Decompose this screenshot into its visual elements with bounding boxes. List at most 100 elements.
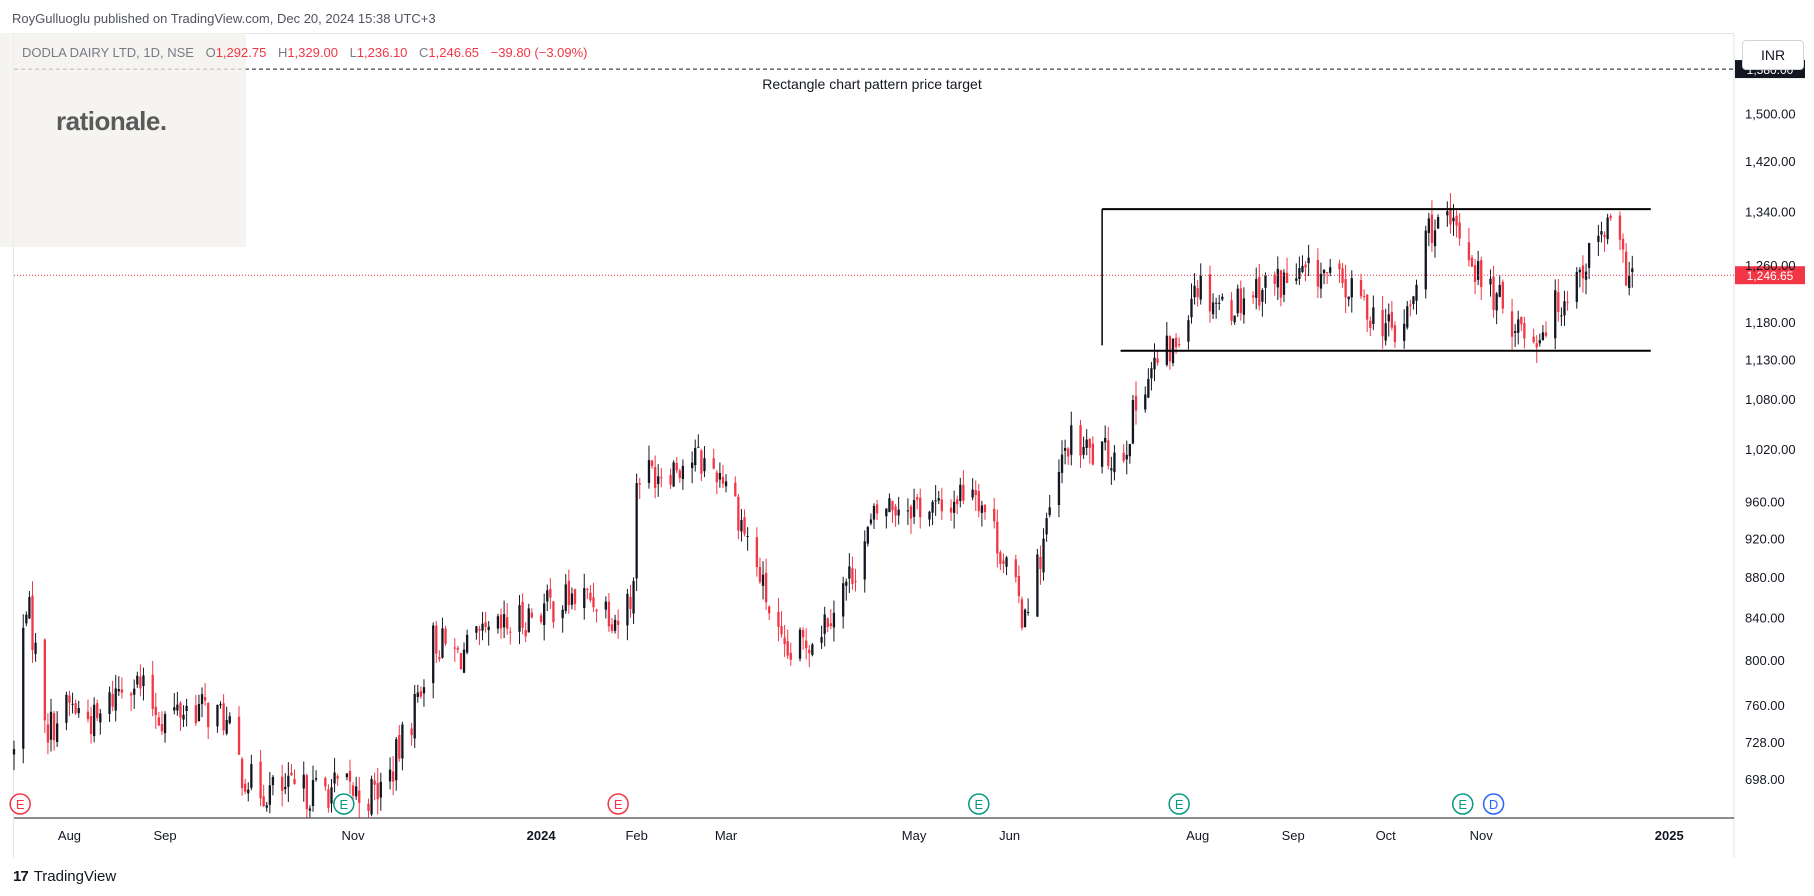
candle-body <box>1618 215 1622 240</box>
candle-body <box>915 497 919 500</box>
candle-body <box>632 581 635 614</box>
candle-body <box>1581 265 1585 279</box>
candle-body <box>1211 302 1215 315</box>
candle-body <box>1242 298 1246 315</box>
candle-body <box>416 692 419 697</box>
candle-body <box>413 693 416 739</box>
candle-body <box>635 483 638 579</box>
candle-body <box>1578 269 1582 273</box>
candle-body <box>826 618 829 628</box>
candle-body <box>1233 315 1236 323</box>
candle-body <box>1236 288 1239 314</box>
candle-body <box>453 647 456 649</box>
candle-body <box>194 705 198 724</box>
candle-body <box>604 601 607 610</box>
candle-body <box>419 691 423 697</box>
candle-body <box>1532 336 1535 343</box>
candle-body <box>142 675 145 687</box>
candle-body <box>1196 288 1199 298</box>
y-tick-label: 728.00 <box>1745 735 1785 750</box>
candle-body <box>89 716 93 734</box>
y-tick-label: 1,500.00 <box>1745 106 1796 121</box>
y-tick-label: 1,340.00 <box>1745 204 1796 219</box>
event-badge-icon <box>1451 793 1474 815</box>
candle-body <box>1258 277 1261 306</box>
candle-body <box>444 628 447 644</box>
candle-body <box>1060 454 1064 473</box>
x-tick-label: Sep <box>1282 828 1305 843</box>
candle-body <box>811 644 814 655</box>
candle-body <box>111 693 114 707</box>
candle-body <box>700 450 703 474</box>
candle-body <box>398 735 401 759</box>
candle-body <box>395 739 398 781</box>
candle-body <box>496 616 500 629</box>
y-tick-label: 760.00 <box>1745 698 1785 713</box>
candle-body <box>388 769 392 782</box>
candle-body <box>1285 272 1289 283</box>
candle-body <box>971 489 974 498</box>
candle-body <box>74 703 77 714</box>
candle-body <box>293 778 296 785</box>
chart-pane[interactable] <box>13 33 1734 858</box>
candle-body <box>1174 337 1178 348</box>
event-badge-label: E <box>339 797 348 812</box>
candle-body <box>980 505 984 513</box>
candle-body <box>151 674 154 709</box>
candle-body <box>391 771 395 782</box>
candle-body <box>962 484 965 501</box>
candle-body <box>31 595 34 651</box>
candle-body <box>305 775 308 810</box>
candle-body <box>484 622 487 628</box>
candle-body <box>521 601 524 628</box>
candle-body <box>746 536 749 538</box>
watermark-box <box>0 33 246 247</box>
ohlc-legend: DODLA DAIRY LTD, 1D, NSE O1,292.75 H1,32… <box>22 45 596 60</box>
close-value: 1,246.65 <box>428 45 480 60</box>
candle-body <box>1603 234 1606 238</box>
candle-body <box>1168 336 1172 362</box>
candle-body <box>543 603 546 625</box>
candle-body <box>570 593 574 605</box>
candle-body <box>509 631 512 633</box>
candle-body <box>610 624 614 631</box>
candle-body <box>928 511 931 520</box>
candle-body <box>823 614 826 634</box>
candle-body <box>1535 343 1538 348</box>
candle-body <box>1387 314 1390 322</box>
candle-body <box>851 568 854 585</box>
candle-body <box>139 676 142 689</box>
event-badge-icon <box>333 793 355 815</box>
tradingview-brand[interactable]: 17 TradingView <box>13 868 116 885</box>
x-tick-label: May <box>902 828 927 843</box>
candle-body <box>92 704 96 737</box>
candle-body <box>68 695 71 703</box>
candle-body <box>1298 268 1301 279</box>
last-price-label: 1,246.65 <box>1747 269 1794 283</box>
candle-body <box>956 499 959 505</box>
candle-body <box>768 606 771 614</box>
candle-body <box>308 808 312 811</box>
candle-body <box>478 628 481 631</box>
open-value: 1,292.75 <box>215 45 267 60</box>
candle-body <box>481 623 484 631</box>
candle-body <box>265 805 268 808</box>
candle-body <box>1316 259 1320 287</box>
candle-body <box>1406 306 1409 328</box>
candle-body <box>133 688 136 695</box>
candle-body <box>1279 270 1283 298</box>
candle-body <box>1341 268 1344 284</box>
candle-body <box>1128 443 1131 457</box>
currency-button[interactable]: INR <box>1742 40 1804 70</box>
candle-body <box>290 772 293 776</box>
candle-body <box>1489 278 1492 285</box>
y-tick-label: 1,020.00 <box>1745 442 1796 457</box>
candle-body <box>1067 448 1070 457</box>
candle-body <box>475 626 478 633</box>
candle-body <box>1190 298 1193 318</box>
candle-body <box>891 501 894 511</box>
candle-body <box>1144 394 1147 410</box>
candle-body <box>1557 292 1560 312</box>
candle-body <box>1187 320 1190 342</box>
candle-body <box>1433 230 1437 247</box>
